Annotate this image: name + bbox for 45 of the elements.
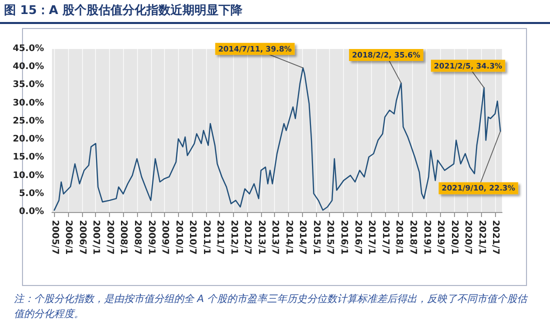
x-tick-label: 2021/7 [490, 220, 500, 255]
y-tick-label: 15.0% [12, 152, 44, 163]
x-tick-label: 2009/1 [146, 220, 156, 255]
x-tick-label: 2011/1 [200, 220, 211, 255]
y-tick-label: 45.0% [12, 44, 44, 54]
x-tick-label: 2017/1 [366, 220, 376, 255]
x-tick-label: 2006/1 [63, 220, 74, 255]
y-tick-label: 5.0% [19, 188, 44, 199]
x-tick-label: 2018/1 [394, 220, 404, 255]
x-tick-label: 2018/7 [407, 220, 418, 255]
x-tick-label: 2019/1 [421, 220, 432, 255]
x-tick-label: 2019/7 [434, 220, 445, 255]
text: 注：个股分化指数，是由按市值分组的全 A 个股的市盈率三年历史分位数计算标准差后得出，反映了不同市值个股估值的分化程度。 [14, 292, 529, 322]
x-tick-label: 2011/7 [214, 220, 225, 255]
x-tick-label: 2007/7 [104, 220, 114, 255]
x-tick-label: 2008/1 [118, 220, 128, 255]
y-tick-label: 40.0% [12, 62, 44, 72]
y-tick-label: 10.0% [12, 170, 44, 181]
x-tick-label: 2021/1 [476, 220, 486, 255]
x-tick-label: 2017/7 [380, 220, 390, 255]
x-tick-label: 2014/7 [297, 220, 308, 255]
x-tick-label: 2006/7 [76, 220, 87, 255]
x-tick-label: 2016/1 [338, 220, 349, 255]
x-tick-label: 2010/7 [186, 220, 197, 255]
x-tick-label: 2016/7 [352, 220, 362, 255]
y-tick-label: 35.0% [12, 80, 44, 90]
x-tick-label: 2020/1 [448, 220, 459, 255]
x-tick-label: 2014/1 [284, 220, 294, 255]
x-tick-label: 2015/7 [324, 220, 335, 255]
chart-title: 图 15：A 股个股估值分化指数近期明显下降 [4, 2, 242, 19]
y-tick-label: 0.0% [19, 207, 44, 217]
y-tick-label: 30.0% [12, 98, 44, 108]
x-tick-label: 2020/7 [462, 220, 473, 255]
x-tick-label: 2012/7 [242, 220, 252, 255]
x-tick-label: 2013/1 [256, 220, 266, 255]
x-tick-label: 2009/7 [159, 220, 170, 255]
x-tick-label: 2015/1 [311, 220, 322, 255]
x-tick-label: 2010/1 [173, 220, 184, 255]
y-tick-label: 20.0% [12, 134, 44, 145]
x-tick-label: 2012/1 [228, 220, 238, 255]
x-tick-label: 2007/1 [90, 220, 101, 255]
x-tick-label: 2005/7 [49, 220, 60, 255]
y-tick-label: 25.0% [12, 116, 44, 126]
x-tick-label: 2013/7 [270, 220, 280, 255]
x-tick-label: 2008/7 [132, 220, 142, 255]
